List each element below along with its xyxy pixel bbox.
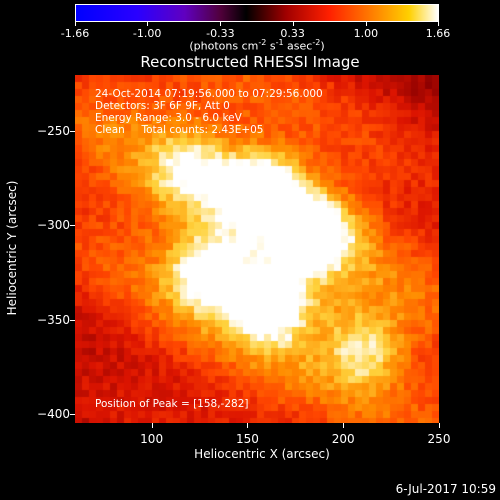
x-tick [151,423,153,428]
plot-area [75,75,439,423]
energy-range-text: Energy Range: 3.0 - 6.0 keV [95,112,242,124]
y-tick [70,413,75,415]
colorbar-tick [75,22,76,26]
y-tick-label: −300 [37,218,70,233]
rhessi-heatmap [75,75,439,423]
colorbar [75,4,439,22]
x-tick-label: 200 [331,432,355,446]
colorbar-tick-label: -1.00 [132,27,162,40]
colorbar-tick [292,22,294,26]
detectors-text: Detectors: 3F 6F 9F, Att 0 [95,100,230,112]
colorbar-tick [220,22,222,26]
y-tick [70,131,75,133]
colorbar-tick-label: 0.33 [280,27,305,40]
y-tick-label: −350 [37,312,70,327]
counts-text: Clean Total counts: 2.43E+05 [95,124,264,136]
y-tick [70,319,75,321]
y-axis-label: Heliocentric Y (arcsec) [5,180,19,316]
x-tick [343,423,345,428]
x-tick-label: 250 [427,432,451,446]
x-tick [247,423,249,428]
colorbar-tick-label: 1.00 [353,27,379,40]
plot-title: Reconstructed RHESSI Image [140,53,360,71]
x-tick-label: 100 [140,432,164,446]
peak-position-text: Position of Peak = [158,-282] [95,398,249,410]
colorbar-tick-label: -1.66 [60,27,90,40]
x-tick [439,423,440,428]
colorbar-tick-label: 1.66 [425,27,451,40]
x-tick-label: 150 [235,432,259,446]
colorbar-tick [438,22,439,26]
time-range-text: 24-Oct-2014 07:19:56.000 to 07:29:56.000 [95,88,323,100]
colorbar-tick [365,22,367,26]
y-tick-label: −400 [37,406,70,421]
colorbar-units: (photons cm-2 s-1 asec-2) [189,38,325,53]
colorbar-tick [147,22,149,26]
y-tick [70,225,75,227]
footer-date: 6-Jul-2017 10:59 [395,482,496,496]
x-axis-label: Heliocentric X (arcsec) [194,447,330,461]
y-tick-label: −250 [37,124,70,139]
colorbar-tick-label: -0.33 [206,27,235,40]
